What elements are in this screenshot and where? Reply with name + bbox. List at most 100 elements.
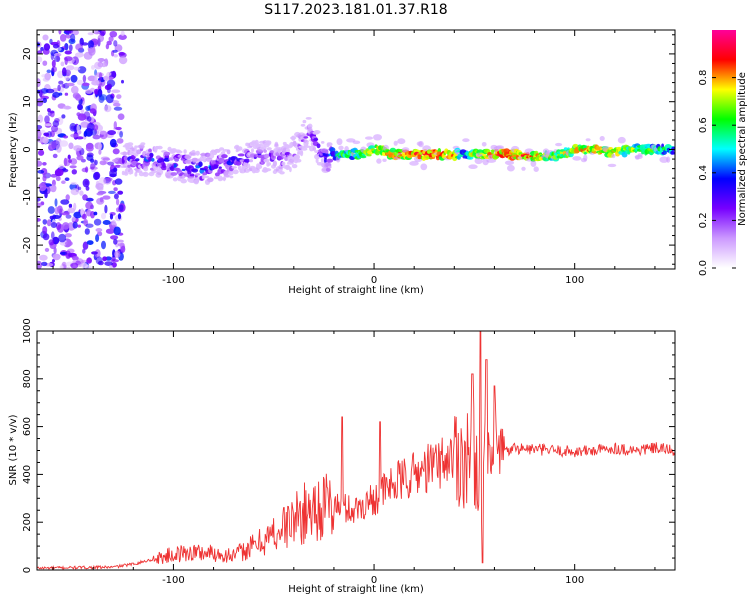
noise-speckle [94, 171, 101, 180]
noise-speckle [51, 125, 58, 133]
ridge-blob [289, 166, 292, 173]
noise-speckle [120, 245, 126, 253]
noise-speckle [113, 226, 121, 236]
noise-speckle [119, 204, 124, 212]
noise-speckle [85, 89, 93, 94]
noise-speckle [42, 226, 48, 235]
noise-speckle [47, 108, 51, 113]
noise-speckle [101, 62, 107, 68]
noise-speckle [71, 216, 76, 222]
ridge-halo [376, 158, 382, 164]
ridge-blob [296, 158, 302, 163]
noise-speckle [110, 235, 119, 240]
noise-speckle [38, 89, 43, 98]
ridge-blob [301, 147, 308, 151]
ridge-blob [305, 141, 309, 145]
noise-speckle [75, 94, 82, 101]
noise-speckle [61, 83, 66, 89]
spectrogram-y-tick-label: -10 [22, 189, 33, 205]
noise-speckle [113, 193, 119, 200]
ridge-blob [258, 143, 264, 147]
noise-speckle [38, 182, 47, 192]
ridge-blob [129, 152, 135, 156]
noise-speckle [109, 169, 117, 178]
noise-speckle [40, 95, 49, 100]
spectrogram-y-tick-label: 0 [22, 146, 33, 152]
ridge-blob [360, 155, 367, 159]
noise-speckle [114, 250, 121, 258]
noise-speckle [102, 220, 111, 225]
noise-speckle [37, 218, 41, 222]
ridge-blob [220, 151, 226, 156]
noise-speckle [68, 142, 74, 150]
ridge-halo [420, 163, 428, 171]
noise-speckle [86, 240, 94, 246]
noise-speckle [64, 50, 72, 55]
noise-speckle [112, 158, 119, 163]
noise-speckle [101, 212, 106, 220]
noise-speckle [62, 67, 67, 76]
snr-y-tick-label: 200 [22, 513, 33, 532]
snr-y-tick-label: 800 [22, 369, 33, 388]
colorbar-tick-label: 0.2 [698, 212, 709, 228]
ridge-blob [221, 154, 228, 159]
noise-speckle [81, 42, 89, 46]
noise-speckle [66, 266, 71, 269]
noise-speckle [117, 213, 122, 220]
ridge-halo [507, 164, 515, 172]
spectrogram-x-tick-label: 100 [565, 275, 584, 286]
ridge-blob [320, 141, 325, 144]
ridge-blob [195, 150, 200, 156]
ridge-halo [666, 156, 671, 163]
ridge-blob [213, 176, 219, 180]
ridge-halo [409, 161, 419, 166]
noise-speckle [82, 74, 87, 83]
noise-speckle [42, 60, 48, 66]
noise-speckle [111, 89, 121, 93]
ridge-blob [671, 146, 675, 151]
ridge-halo [572, 156, 582, 161]
ridge-blob [232, 169, 239, 175]
noise-speckle [70, 74, 78, 83]
ridge-blob [266, 147, 272, 151]
ridge-halo [611, 153, 616, 159]
ridge-blob [251, 148, 254, 153]
ridge-blob [482, 153, 487, 157]
noise-speckle [66, 65, 75, 71]
noise-speckle [37, 50, 43, 55]
noise-speckle [87, 32, 94, 36]
noise-speckle [83, 130, 88, 137]
noise-speckle [71, 169, 78, 175]
noise-speckle [120, 30, 125, 36]
ridge-blob [313, 130, 321, 134]
noise-speckle [44, 115, 50, 124]
ridge-blob [218, 166, 222, 170]
ridge-blob [170, 172, 178, 176]
noise-speckle [86, 154, 94, 161]
noise-speckle [73, 145, 82, 152]
ridge-blob [300, 123, 306, 127]
ridge-blob [162, 162, 166, 169]
noise-speckle [109, 213, 114, 220]
noise-speckle [49, 215, 54, 220]
noise-speckle [77, 103, 81, 110]
noise-speckle [96, 197, 105, 205]
ridge-blob [181, 168, 186, 172]
noise-speckle [116, 207, 120, 213]
noise-speckle [113, 238, 118, 245]
noise-speckle [42, 162, 47, 166]
noise-speckle [91, 251, 98, 255]
noise-speckle [58, 164, 65, 170]
ridge-blob [263, 158, 270, 163]
noise-speckle [42, 34, 49, 41]
ridge-halo [365, 136, 373, 140]
noise-speckle [61, 114, 66, 119]
ridge-blob [671, 151, 675, 155]
ridge-blob [309, 145, 314, 152]
noise-speckle [60, 199, 70, 205]
noise-speckle [99, 160, 107, 166]
ridge-blob [278, 166, 283, 170]
ridge-blob [136, 149, 142, 155]
noise-speckle [94, 159, 98, 166]
